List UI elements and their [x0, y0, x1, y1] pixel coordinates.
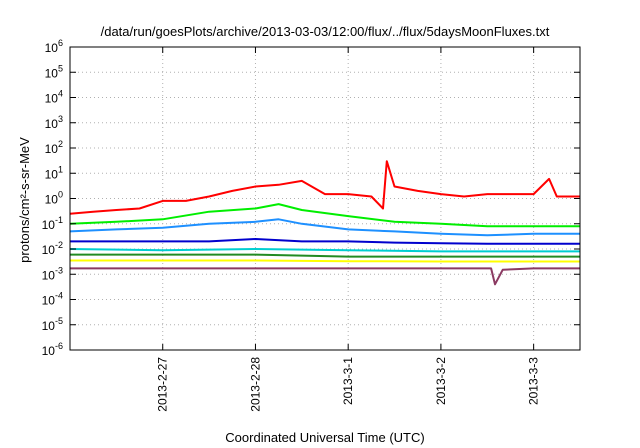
y-axis-label: protons/cm²-s-sr-MeV: [17, 137, 32, 263]
y-tick-label: 106: [45, 38, 63, 55]
series-group: [69, 160, 580, 286]
y-tick-label: 100: [45, 190, 63, 207]
y-tick-label: 10-2: [42, 240, 63, 257]
x-tick-label: 2013-2-27: [156, 357, 170, 412]
y-tick-label: 105: [45, 63, 63, 80]
y-tick-label: 10-4: [42, 291, 63, 308]
y-tick-label: 103: [45, 114, 63, 131]
x-tick-label: 2013-2-28: [248, 357, 262, 412]
y-tick-label: 10-3: [42, 265, 63, 282]
series-line-4: [70, 238, 580, 245]
grid: [70, 47, 580, 350]
y-tick-labels: 10-6 10-5 10-4 10-3 10-2 10-1 100 101 102 103 104 1…: [42, 38, 63, 358]
x-tick-labels: 2013-2-27 2013-2-28 2013-3-1 2013-3-2 2013-3…: [156, 357, 541, 412]
series-line-6: [70, 253, 580, 258]
y-tick-label: 10-5: [42, 316, 63, 333]
x-tick-label: 2013-3-3: [527, 357, 541, 405]
x-axis-label: Coordinated Universal Time (UTC): [225, 430, 424, 445]
x-tick-label: 2013-3-1: [341, 357, 355, 405]
ticks: [70, 46, 580, 351]
series-line-1: [69, 160, 580, 215]
y-tick-label: 102: [45, 139, 63, 156]
series-line-5: [69, 248, 580, 253]
y-tick-label: 10-1: [42, 215, 63, 232]
series-line-8: [70, 267, 580, 286]
series-line-7: [70, 259, 580, 263]
chart-title: /data/run/goesPlots/archive/2013-03-03/1…: [101, 24, 550, 39]
y-tick-label: 10-6: [42, 341, 63, 358]
y-tick-label: 101: [45, 164, 63, 181]
series-line-3: [69, 218, 580, 237]
x-tick-label: 2013-3-2: [434, 357, 448, 405]
y-tick-label: 104: [45, 89, 63, 106]
series-line-2: [69, 203, 580, 228]
